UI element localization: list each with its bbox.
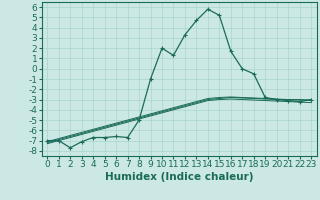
X-axis label: Humidex (Indice chaleur): Humidex (Indice chaleur): [105, 172, 253, 182]
